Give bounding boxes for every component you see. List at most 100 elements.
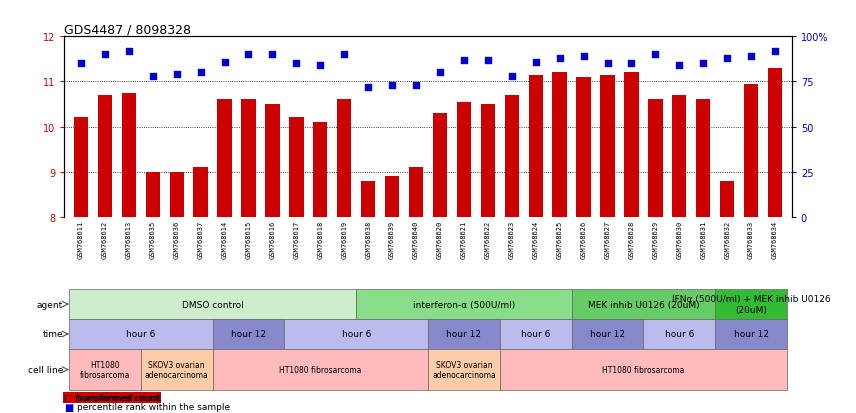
Point	[625, 61, 639, 67]
Point	[577, 54, 591, 60]
Text: hour 6: hour 6	[126, 330, 156, 339]
Bar	[385, 177, 399, 217]
Bar	[768, 69, 782, 217]
Bar	[500, 319, 572, 349]
Text: transformed count: transformed count	[77, 393, 161, 402]
Bar	[433, 114, 447, 217]
Bar	[716, 290, 787, 319]
Bar	[146, 172, 160, 217]
Text: hour 6: hour 6	[664, 330, 694, 339]
Bar	[284, 319, 428, 349]
Point	[193, 70, 207, 76]
Bar	[356, 290, 572, 319]
Point	[146, 74, 159, 80]
Point	[313, 63, 327, 69]
Bar	[648, 100, 663, 217]
Text: hour 12: hour 12	[231, 330, 266, 339]
Text: ■ transformed count: ■ transformed count	[64, 393, 160, 402]
Point	[673, 63, 687, 69]
Point	[553, 55, 567, 62]
Bar	[169, 172, 184, 217]
Bar	[361, 181, 375, 217]
Point	[265, 52, 279, 59]
Point	[217, 59, 231, 66]
Text: ■: ■	[64, 393, 74, 403]
Point	[601, 61, 615, 67]
Point	[433, 70, 447, 76]
Bar	[428, 319, 500, 349]
Text: DMSO control: DMSO control	[181, 300, 243, 309]
Point	[409, 83, 423, 89]
Text: HT1080
fibrosarcoma: HT1080 fibrosarcoma	[80, 360, 130, 379]
Text: MEK inhib U0126 (20uM): MEK inhib U0126 (20uM)	[587, 300, 699, 309]
Point	[122, 48, 135, 55]
Text: HT1080 fibrosarcoma: HT1080 fibrosarcoma	[603, 365, 685, 374]
Bar	[528, 76, 543, 217]
Point	[529, 59, 543, 66]
Bar	[265, 105, 280, 217]
Point	[481, 57, 495, 64]
Bar	[212, 319, 284, 349]
Point	[74, 61, 88, 67]
Text: HT1080 fibrosarcoma: HT1080 fibrosarcoma	[279, 365, 361, 374]
Bar	[409, 168, 423, 217]
Point	[289, 61, 303, 67]
Point	[768, 48, 782, 55]
Bar	[212, 349, 428, 390]
Point	[337, 52, 351, 59]
Text: time: time	[43, 330, 63, 339]
Point	[744, 54, 758, 60]
Bar	[696, 100, 710, 217]
Text: interferon-α (500U/ml): interferon-α (500U/ml)	[413, 300, 515, 309]
Text: agent: agent	[37, 300, 63, 309]
Bar	[576, 78, 591, 217]
Bar	[140, 349, 212, 390]
Point	[457, 57, 471, 64]
Text: hour 12: hour 12	[734, 330, 769, 339]
Bar	[504, 96, 519, 217]
Bar	[624, 73, 639, 217]
Bar	[313, 123, 328, 217]
Bar	[193, 168, 208, 217]
Point	[505, 74, 519, 80]
Bar	[217, 100, 232, 217]
Bar	[572, 319, 644, 349]
Text: SKOV3 ovarian
adenocarcinoma: SKOV3 ovarian adenocarcinoma	[145, 360, 209, 379]
Bar	[600, 76, 615, 217]
Point	[697, 61, 710, 67]
Text: hour 12: hour 12	[590, 330, 625, 339]
Bar	[69, 290, 356, 319]
Text: hour 12: hour 12	[446, 330, 481, 339]
Point	[721, 55, 734, 62]
Bar	[744, 84, 758, 217]
Bar	[457, 102, 471, 217]
Text: GDS4487 / 8098328: GDS4487 / 8098328	[64, 23, 191, 36]
Bar	[644, 319, 716, 349]
Point	[169, 72, 183, 78]
Point	[98, 52, 112, 59]
Bar	[74, 118, 88, 217]
Text: percentile rank within the sample: percentile rank within the sample	[77, 402, 230, 411]
Text: SKOV3 ovarian
adenocarcinoma: SKOV3 ovarian adenocarcinoma	[432, 360, 496, 379]
Bar	[69, 349, 140, 390]
Point	[649, 52, 663, 59]
Text: hour 6: hour 6	[521, 330, 550, 339]
Point	[385, 83, 399, 89]
Bar	[672, 96, 687, 217]
Bar	[69, 319, 212, 349]
Bar	[572, 290, 716, 319]
Bar	[98, 96, 112, 217]
Bar	[481, 105, 495, 217]
Bar	[428, 349, 500, 390]
Point	[361, 84, 375, 91]
Bar	[720, 181, 734, 217]
Text: hour 6: hour 6	[342, 330, 371, 339]
Text: cell line: cell line	[27, 365, 63, 374]
Text: IFNα (500U/ml) + MEK inhib U0126
(20uM): IFNα (500U/ml) + MEK inhib U0126 (20uM)	[672, 295, 830, 314]
Text: ■: ■	[64, 402, 74, 412]
Bar	[289, 118, 304, 217]
Bar	[241, 100, 256, 217]
Bar	[122, 93, 136, 217]
Bar	[716, 319, 787, 349]
Bar	[500, 349, 787, 390]
